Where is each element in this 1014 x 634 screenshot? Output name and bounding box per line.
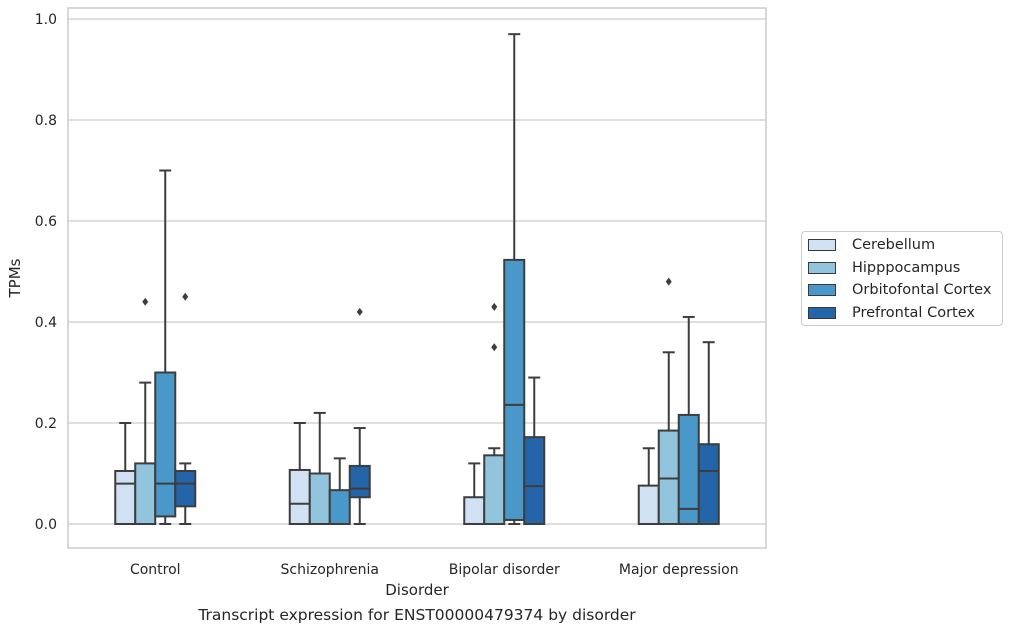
box-0-2 (463, 462, 486, 525)
legend-label: Hipppocampus (852, 259, 961, 276)
outlier-point (356, 307, 363, 316)
box-body (637, 484, 660, 525)
legend-swatch (808, 284, 836, 296)
box-body (463, 496, 486, 525)
y-axis-ticks: 0.0 0.2 0.4 0.6 0.8 1.0 (35, 12, 57, 533)
box-1-0 (134, 297, 157, 525)
box-0-3 (637, 447, 660, 525)
legend-swatch (808, 239, 836, 251)
box-3-1 (348, 307, 371, 525)
box-3-2 (523, 376, 546, 526)
box-0-0 (114, 422, 137, 526)
outlier-point (491, 343, 498, 352)
box-body (308, 472, 331, 525)
box-2-1 (328, 457, 351, 526)
box-body (677, 413, 700, 526)
x-tick-label: Control (130, 562, 181, 578)
box-0-1 (288, 422, 311, 525)
legend-label: Cerebellum (852, 237, 936, 253)
y-tick-label: 0.0 (35, 517, 57, 533)
box-1-1 (308, 411, 331, 525)
box-3-3 (697, 341, 720, 525)
x-axis-label: Disorder (385, 581, 449, 599)
y-tick-label: 0.8 (35, 113, 57, 129)
box-body (114, 469, 137, 526)
box-body (523, 436, 546, 526)
x-tick-label: Bipolar disorder (449, 562, 560, 578)
box-body (483, 454, 506, 526)
legend-label: Prefrontal Cortex (852, 304, 975, 321)
y-tick-label: 1.0 (35, 12, 57, 28)
outlier-point (665, 277, 672, 286)
box-body (328, 489, 351, 526)
box-body (174, 469, 197, 508)
legend-swatch (808, 306, 836, 319)
legend-item: Prefrontal Cortex (808, 303, 975, 323)
box-3-0 (174, 292, 197, 525)
legend-swatch (808, 261, 836, 274)
figure-caption: Transcript expression for ENST0000047937… (198, 606, 636, 624)
box-body (503, 258, 526, 521)
legend: Cerebellum Hipppocampus Orbitofontal Corte… (801, 231, 1003, 326)
y-tick-label: 0.4 (35, 315, 57, 331)
x-tick-label: Schizophrenia (281, 562, 379, 578)
x-axis-ticks: Control Schizophrenia Bipolar disorder Majo… (130, 562, 739, 578)
y-axis-label: TPMs (6, 258, 24, 298)
outlier-point (182, 292, 189, 301)
box-body (134, 462, 157, 525)
box-body (697, 443, 720, 525)
box-2-0 (154, 169, 177, 525)
box-2-3 (677, 315, 700, 526)
outlier-point (142, 297, 149, 306)
box-2-2 (503, 33, 526, 525)
legend-item: Orbitofontal Cortex (808, 280, 991, 300)
boxes (114, 33, 720, 526)
x-tick-label: Major depression (619, 562, 739, 578)
box-body (657, 429, 680, 526)
legend-item: Cerebellum (808, 235, 935, 255)
box-1-2 (483, 302, 506, 526)
box-body (154, 371, 177, 518)
y-tick-label: 0.6 (35, 214, 57, 230)
legend-item: Hipppocampus (808, 258, 960, 278)
box-body (288, 468, 311, 525)
outlier-point (491, 302, 498, 311)
legend-label: Orbitofontal Cortex (852, 282, 992, 298)
plot-area-frame (67, 7, 767, 549)
y-tick-label: 0.2 (35, 416, 57, 432)
box-body (348, 464, 371, 499)
box-1-3 (657, 277, 680, 526)
